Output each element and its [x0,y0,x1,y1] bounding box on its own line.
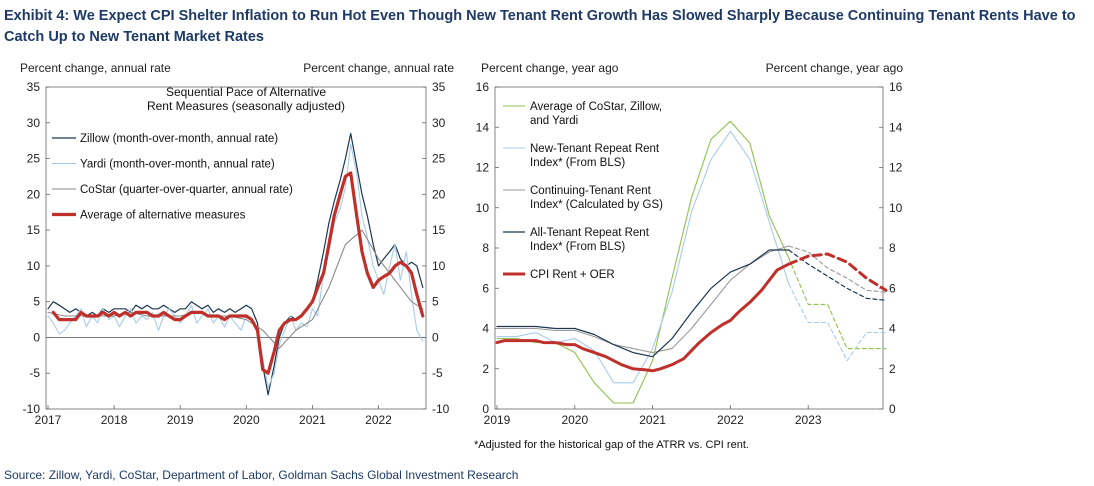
footnote: *Adjusted for the historical gap of the … [474,439,749,451]
x-tick-label: 2019 [484,413,511,427]
legend-item-label: CPI Rent + OER [530,269,615,281]
y-tick-label-left: 16 [476,80,490,94]
x-tick-label: 2017 [35,413,62,427]
legend-item-label: Average of CoStar, Zillow, and Yardi [530,101,662,127]
x-tick-label: 2021 [639,413,666,427]
y-tick-label-left: 5 [33,295,40,309]
exhibit-title: Exhibit 4: We Expect CPI Shelter Inflati… [4,8,1076,45]
y-tick-label-left: 2 [482,362,489,376]
y-tick-label-right: -10 [432,402,450,416]
series-line [787,252,888,292]
y-tick-label-right: 10 [889,201,903,215]
legend: Zillow (month-over-month, annual rate) Ya… [52,133,293,222]
y-axis-label-left: Percent change, year ago [481,61,619,75]
series-line [47,229,424,349]
y-tick-label-left: 10 [27,259,41,273]
series-line [51,171,425,375]
x-tick-label: 2020 [561,413,588,427]
y-tick-label-left: 30 [27,116,41,130]
x-tick-label: 2020 [233,413,260,427]
y-tick-label-left: 0 [33,330,40,344]
legend-item-label: Continuing-Tenant Rent Index* (Calculated… [530,185,663,211]
y-tick-label-left: -10 [23,402,41,416]
y-tick-label-right: 30 [432,116,446,130]
y-tick-label-right: 10 [432,259,446,273]
series-line [495,262,791,373]
y-tick-label-right: 5 [432,295,439,309]
y-tick-label-left: 35 [27,80,41,94]
y-tick-label-right: 20 [432,187,446,201]
series-line [496,245,790,354]
x-tick-label: 2022 [717,413,744,427]
series-line [788,245,887,293]
y-axis-label-left: Percent change, annual rate [20,61,171,75]
x-tick-label: 2021 [299,413,326,427]
series-line [788,283,887,362]
y-tick-label-left: -5 [29,366,40,380]
legend-item-label: Average of alternative measures [80,210,246,222]
y-tick-label-left: 25 [27,152,41,166]
legend-item-label: Zillow (month-over-month, annual rate) [80,133,278,145]
right-chart: 0 0 2 2 4 4 6 6 8 8 10 10 12 12 14 14 16 16 2019 2020 2021 20… [474,61,903,451]
y-axis-label-right: Percent change, year ago [766,61,904,75]
y-tick-label-right: 4 [889,322,896,336]
y-tick-label-left: 12 [476,161,490,175]
y-tick-label-right: 6 [889,281,896,295]
y-tick-label-right: -5 [432,366,443,380]
y-tick-label-right: 16 [889,80,903,94]
y-tick-label-right: 14 [889,120,903,134]
y-tick-label-left: 8 [482,241,489,255]
y-tick-label-right: 25 [432,152,446,166]
x-tick-label: 2023 [795,413,822,427]
y-tick-label-left: 20 [27,187,41,201]
y-tick-label-left: 14 [476,120,490,134]
y-tick-label-left: 4 [482,322,489,336]
series-line [47,132,424,396]
y-tick-label-right: 35 [432,80,446,94]
series-line [788,257,887,350]
y-tick-label-left: 15 [27,223,41,237]
chart-subtitle: Sequential Pace of Alternative Rent Measu… [147,85,345,113]
x-tick-label: 2018 [101,413,128,427]
series-line [496,249,790,358]
legend-item-label: New-Tenant Repeat Rent Index* (From BLS) [530,143,660,169]
x-tick-label: 2019 [167,413,194,427]
y-tick-label-right: 15 [432,223,446,237]
series-line [788,249,887,301]
source-note: Source: Zillow, Yardi, CoStar, Departmen… [4,468,519,482]
y-tick-label-right: 0 [889,402,896,416]
legend-item-label: All-Tenant Repeat Rent Index* (From BLS) [530,227,650,253]
y-tick-label-right: 12 [889,161,903,175]
legend-item-label: Yardi (month-over-month, annual rate) [80,159,275,171]
series-line [496,130,790,384]
plot-frame [45,86,427,410]
y-tick-label-right: 0 [432,330,439,344]
y-tick-label-right: 8 [889,241,896,255]
y-tick-label-left: 0 [482,402,489,416]
y-axis-label-right: Percent change, annual rate [303,61,454,75]
y-tick-label-left: 10 [476,201,490,215]
series-line [47,143,424,389]
y-tick-label-left: 6 [482,281,489,295]
legend: Average of CoStar, Zillow, and Yardi New-T… [503,101,663,281]
y-tick-label-right: 2 [889,362,896,376]
x-tick-label: 2022 [365,413,392,427]
legend-item-label: CoStar (quarter-over-quarter, annual rat… [80,184,293,196]
